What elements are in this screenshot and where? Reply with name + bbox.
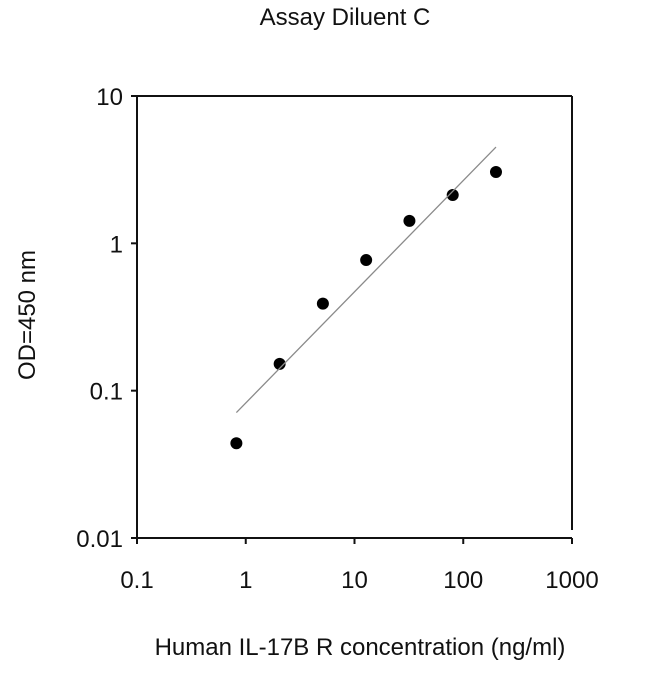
x-tick-label: 0.1 (120, 567, 153, 594)
data-point (230, 437, 243, 450)
y-axis-ticks: 0.01 0.1 1 10 (76, 84, 137, 553)
data-point (489, 165, 502, 178)
x-tick-label: 10 (341, 567, 368, 594)
chart-title: Assay Diluent C (259, 4, 431, 31)
x-tick-label: 100 (443, 567, 483, 594)
data-point (403, 214, 416, 227)
data-series (230, 146, 502, 450)
data-point (273, 357, 286, 370)
x-axis-ticks: 0.1 1 10 100 1000 (120, 538, 599, 594)
y-tick-label: 0.1 (90, 379, 123, 406)
y-tick-label: 0.01 (76, 526, 123, 553)
fit-line (235, 146, 497, 414)
data-point (360, 254, 373, 267)
x-tick-label: 1000 (545, 567, 598, 594)
y-tick-label: 1 (110, 231, 123, 258)
y-tick-label: 10 (96, 84, 123, 111)
data-point (446, 188, 459, 201)
data-point (316, 297, 329, 310)
x-axis-label: Human IL-17B R concentration (ng/ml) (154, 634, 566, 661)
axes-frame (132, 95, 573, 539)
x-tick-label: 1 (239, 567, 252, 594)
